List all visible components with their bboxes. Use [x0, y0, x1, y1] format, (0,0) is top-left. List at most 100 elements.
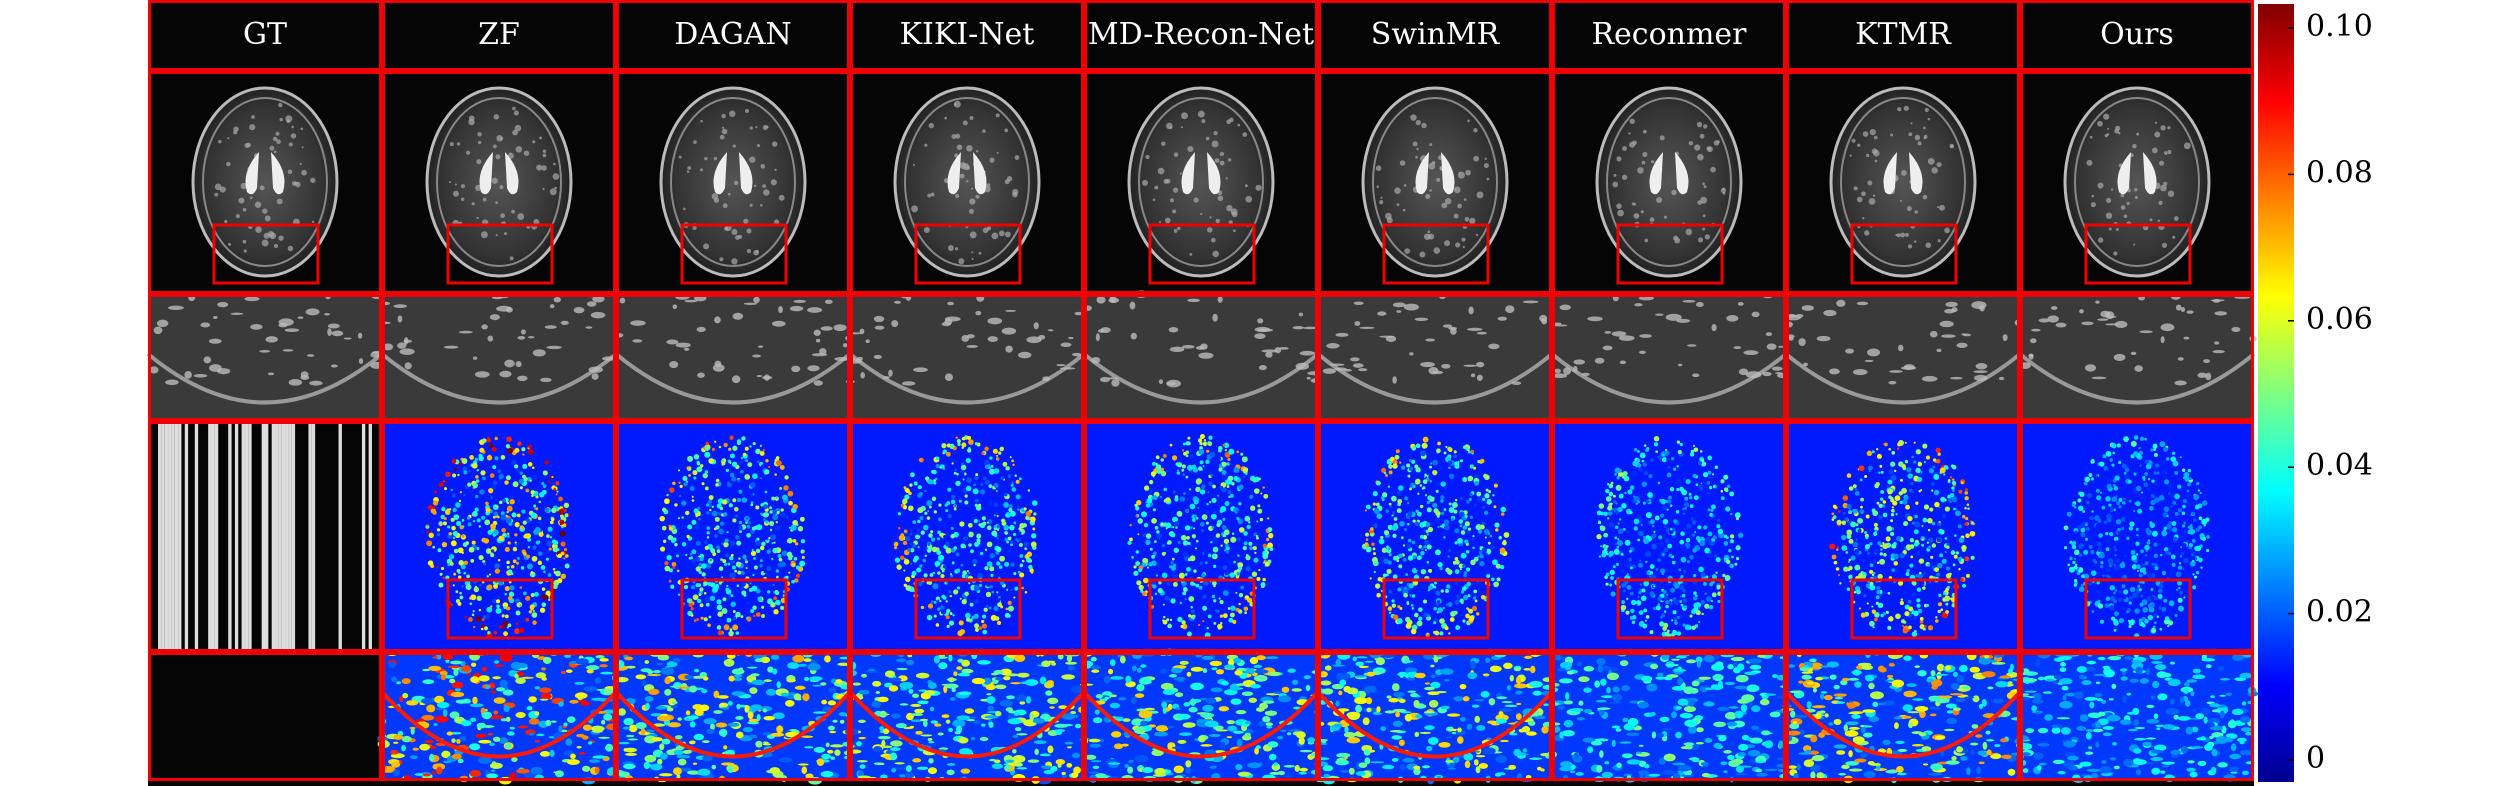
error-dot — [672, 481, 676, 486]
error-dot — [1679, 442, 1683, 447]
error-dot — [1180, 624, 1184, 629]
error-zoom-dot — [1119, 655, 1126, 664]
error-zoom-dot — [770, 654, 780, 660]
zoom-detail — [1505, 305, 1515, 313]
tissue — [1702, 182, 1705, 186]
zoom-detail — [874, 325, 885, 330]
error-zoom-dot — [1249, 684, 1261, 689]
error-dot — [1152, 461, 1156, 466]
error-dot — [694, 524, 700, 530]
error-dot — [1433, 621, 1437, 625]
error-dot — [677, 469, 681, 472]
error-dot — [1187, 436, 1191, 440]
error-dot — [736, 439, 742, 444]
error-zoom-dot — [1014, 727, 1022, 732]
error-dot — [1411, 446, 1417, 451]
error-dot — [691, 549, 697, 555]
error-dot — [989, 566, 995, 572]
error-dot — [1448, 632, 1451, 635]
error-zoom-dot — [945, 683, 959, 689]
column-header: SwinMR — [1371, 17, 1501, 52]
error-dot — [761, 541, 766, 547]
error-dot — [1244, 611, 1247, 615]
error-zoom-dot — [969, 716, 977, 719]
error-zoom-dot — [570, 753, 576, 760]
tissue — [969, 231, 977, 239]
error-dot — [662, 507, 667, 512]
error-dot — [736, 584, 740, 588]
error-dot — [1208, 435, 1213, 440]
error-dot — [719, 521, 725, 526]
error-dot — [703, 591, 707, 595]
tissue — [1641, 160, 1646, 165]
error-dot — [982, 614, 987, 619]
error-dot — [1500, 506, 1506, 513]
error-dot — [1216, 609, 1220, 614]
error-dot — [448, 554, 455, 560]
error-dot — [998, 595, 1001, 599]
tissue — [1453, 186, 1461, 194]
error-dot — [1415, 467, 1421, 473]
tissue — [1415, 155, 1418, 159]
error-zoom-dot — [1307, 737, 1316, 743]
error-dot — [1180, 534, 1187, 541]
tissue — [749, 126, 753, 130]
error-dot — [1004, 561, 1010, 567]
error-dot — [1408, 459, 1412, 463]
error-dot — [664, 561, 669, 566]
error-dot — [797, 525, 804, 532]
error-dot — [940, 608, 947, 615]
error-dot — [1219, 614, 1224, 618]
error-zoom-dot — [1462, 696, 1470, 702]
error-dot — [904, 536, 911, 542]
error-zoom-dot — [491, 769, 496, 772]
error-dot — [1496, 577, 1501, 582]
error-dot — [1392, 511, 1396, 514]
error-zoom-dot — [1424, 725, 1435, 730]
error-dot — [453, 514, 460, 520]
error-zoom-dot — [983, 677, 992, 685]
error-zoom-dot — [1071, 772, 1079, 778]
zoom-detail — [1001, 327, 1017, 335]
error-dot — [1202, 465, 1205, 468]
error-dot — [527, 563, 533, 570]
error-dot — [784, 475, 789, 480]
error-zoom-dot — [481, 666, 488, 672]
zoom-image — [1316, 292, 1554, 421]
error-dot — [783, 485, 789, 491]
column-header: GT — [243, 17, 287, 52]
error-dot — [704, 470, 709, 474]
column-header: Reconmer — [1591, 17, 1747, 52]
error-dot — [771, 542, 774, 545]
error-zoom-dot — [1402, 757, 1415, 763]
error-dot — [1418, 616, 1423, 621]
error-dot — [1183, 491, 1186, 495]
error-dot — [1391, 495, 1397, 502]
error-zoom-dot — [915, 672, 930, 679]
error-zoom-dot — [1071, 685, 1084, 694]
error-zoom-dot — [430, 745, 437, 750]
error-dot — [699, 603, 704, 608]
tissue — [971, 251, 974, 254]
error-dot — [996, 454, 999, 457]
error-dot — [490, 549, 495, 553]
tissue — [1628, 132, 1631, 135]
error-dot — [1442, 481, 1445, 485]
error-dot — [729, 461, 732, 464]
error-zoom-dot — [780, 692, 790, 697]
zoom-detail — [630, 320, 646, 326]
error-zoom-dot — [914, 708, 925, 714]
error-dot — [1610, 576, 1614, 580]
error-dot — [1492, 494, 1495, 497]
error-zoom-dot — [947, 763, 956, 766]
tissue — [1386, 217, 1393, 224]
error-zoom-dot — [945, 719, 951, 724]
error-zoom-dot — [917, 700, 929, 705]
zoom-detail — [259, 349, 271, 353]
error-zoom-dot — [793, 693, 802, 701]
error-dot — [677, 593, 681, 596]
error-dot — [944, 503, 948, 507]
tissue — [251, 115, 255, 119]
error-dot — [1485, 488, 1489, 492]
error-dot — [487, 548, 492, 553]
